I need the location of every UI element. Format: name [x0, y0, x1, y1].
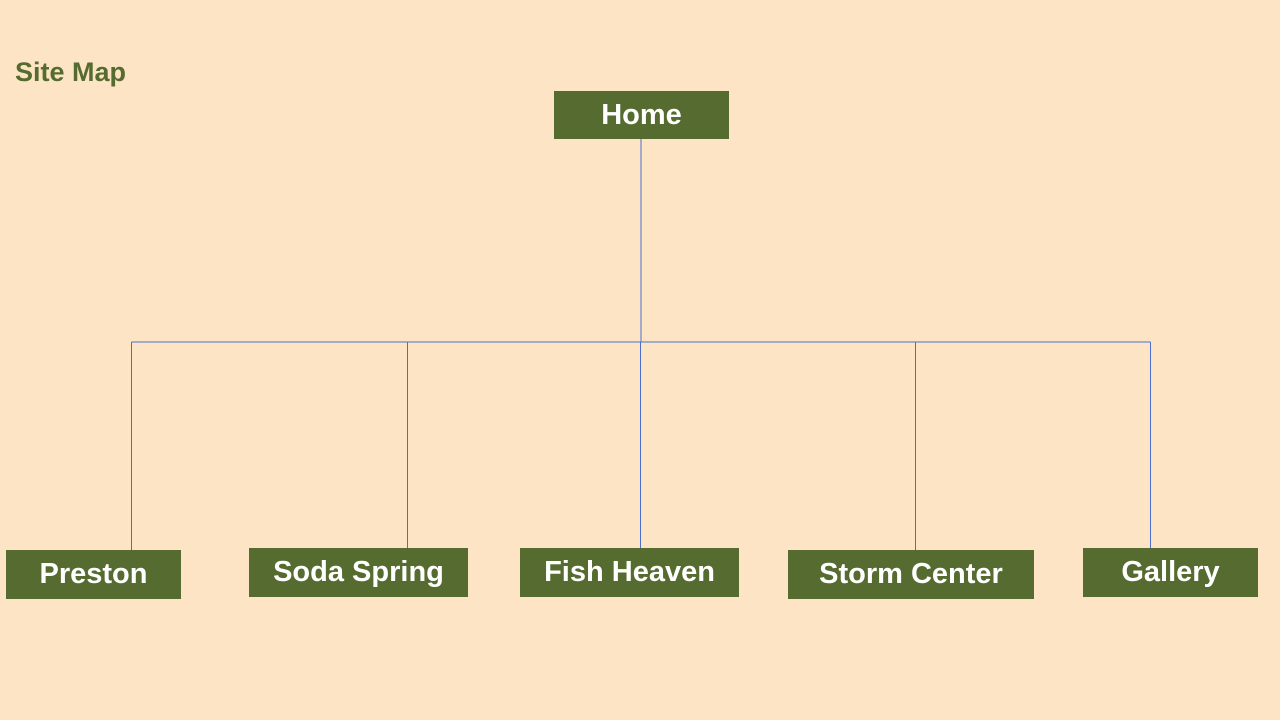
- node-gallery-label: Gallery: [1121, 556, 1220, 588]
- node-soda-spring[interactable]: Soda Spring: [249, 548, 468, 597]
- node-storm-center[interactable]: Storm Center: [788, 550, 1034, 599]
- node-fish-heaven[interactable]: Fish Heaven: [520, 548, 739, 597]
- node-soda-spring-label: Soda Spring: [273, 556, 444, 588]
- node-home-label: Home: [601, 98, 682, 131]
- node-gallery[interactable]: Gallery: [1083, 548, 1258, 597]
- node-preston[interactable]: Preston: [6, 550, 181, 599]
- node-preston-label: Preston: [39, 558, 148, 590]
- node-home[interactable]: Home: [554, 91, 729, 139]
- node-storm-center-label: Storm Center: [819, 558, 1003, 590]
- page-title: Site Map: [15, 57, 127, 87]
- node-fish-heaven-label: Fish Heaven: [544, 556, 715, 588]
